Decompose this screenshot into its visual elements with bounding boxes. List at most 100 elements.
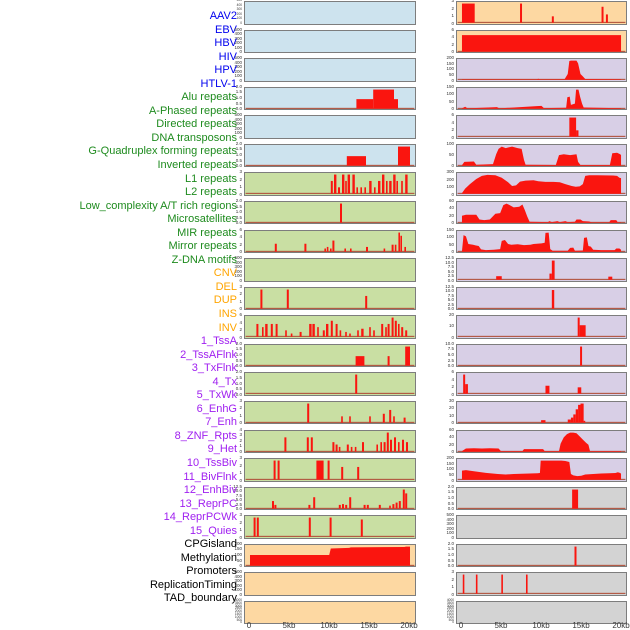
y-axis-tick: 100 [234,130,242,136]
y-axis-tick: 0 [451,449,454,455]
track-plot [245,573,415,595]
y-axis-tick: 200 [234,582,242,588]
track-plot [457,403,626,423]
y-axis-tick: 0 [451,534,454,540]
y-axis-tick: 20 [448,405,454,411]
track-panel [244,600,416,625]
track-label: INS [218,307,237,320]
track-panel [244,172,416,196]
y-axis-tick: 0 [451,20,454,26]
track-label: INV [218,321,237,334]
track-plot [457,232,626,252]
track-label: Alu repeats [181,91,237,104]
y-axis-tick: 500 [448,617,454,622]
track-plot [245,546,415,566]
y-axis-tick: 0 [239,449,242,455]
y-axis-tick: 6 [451,26,454,32]
track-label: A-Phased repeats [148,104,237,117]
y-axis-tick: 1 [239,184,242,190]
y-axis-tick: 7.5 [447,292,454,298]
y-axis-tick: 100 [234,552,242,558]
y-axis-tick: 3000 [446,603,454,608]
y-axis-tick: 6 [451,112,454,118]
track-plot [245,374,415,395]
y-axis-tick: 1.5 [235,89,242,95]
y-axis-tick: 200 [446,176,454,182]
y-axis-tick: 2.0 [447,540,454,546]
y-axis-tick: 1 [239,527,242,533]
y-axis-tick: 0 [239,334,242,340]
track-label: 5_TxWk [196,389,237,402]
y-axis-tick: 2.5 [447,357,454,363]
y-axis-tick: 0 [451,134,454,140]
track-label: Methylation [180,551,237,564]
y-axis-tick: 50 [448,152,454,158]
y-axis-tick: 0.5 [447,557,454,563]
y-axis-tick: 300 [234,121,242,127]
y-axis-tick: 0 [239,420,242,426]
y-axis-tick: 0 [451,591,454,597]
y-axis-tick: 400 [234,116,242,122]
track-panel [456,172,627,196]
track-label: 2_TssAFlnk [180,348,237,361]
track-panel [456,286,627,311]
track-panel [456,1,627,25]
y-axis-tick: 0 [451,191,454,197]
track-panel [244,258,416,282]
y-axis-tick: 150 [234,546,242,552]
y-axis-tick: 3 [239,283,242,289]
y-axis-tick: 12.5 [233,483,242,489]
y-axis-tick: 2 [239,462,242,468]
track-plot [245,460,415,480]
y-axis-tick: 4 [239,319,242,325]
track-panel [456,143,627,168]
track-label: HPV [214,64,237,77]
y-axis-tick: 0.0 [235,506,242,512]
y-axis-tick: 400 [234,259,242,265]
track-panel [456,86,627,111]
y-axis-tick: 2 [239,291,242,297]
y-axis-tick: 4 [451,119,454,125]
track-label: TAD_boundary [163,592,237,605]
track-label: Inverted repeats [157,158,238,171]
y-axis-tick: 2500 [234,606,242,611]
y-axis-tick: 7.5 [447,264,454,270]
y-axis-tick: 3 [451,0,454,3]
y-axis-tick: 400 [234,31,242,37]
y-axis-tick: 150 [446,83,454,89]
track-panel [244,343,416,368]
track-panel [456,315,627,339]
y-axis-tick: 0.0 [235,363,242,369]
y-axis-tick: 1500 [446,611,454,616]
track-plot [245,317,415,338]
y-axis-tick: 100 [236,16,242,20]
y-axis-tick: 40 [448,434,454,440]
y-axis-tick: 1.0 [235,152,242,158]
y-axis-tick: 1.5 [447,546,454,552]
track-panel [244,400,416,425]
y-axis-tick: 200 [446,525,454,531]
y-axis-tick: 100 [446,140,454,146]
track-plot [245,489,415,509]
y-axis-tick: 0.0 [235,220,242,226]
y-axis-tick: 1.5 [235,346,242,352]
y-axis-tick: 0 [239,249,242,255]
y-axis-tick: 1.0 [235,352,242,358]
y-axis-tick: 10.0 [445,259,454,265]
track-label: 12_EnhBiv [183,484,237,497]
track-panel [456,200,627,225]
y-axis-tick: 6 [239,226,242,232]
y-axis-tick: 2.5 [235,501,242,507]
y-axis-tick: 0 [451,420,454,426]
track-label: HBV [214,37,237,50]
track-plot [245,203,415,223]
y-axis-tick: 500 [234,112,242,118]
track-plot [457,203,626,223]
y-axis-tick: 0 [239,134,242,140]
y-axis-tick: 30 [448,397,454,403]
y-axis-tick: 150 [446,460,454,466]
y-axis-tick: 10 [448,412,454,418]
y-axis-tick: 200 [236,11,242,16]
y-axis-tick: 7.5 [235,492,242,498]
y-axis-tick: 1 [239,298,242,304]
